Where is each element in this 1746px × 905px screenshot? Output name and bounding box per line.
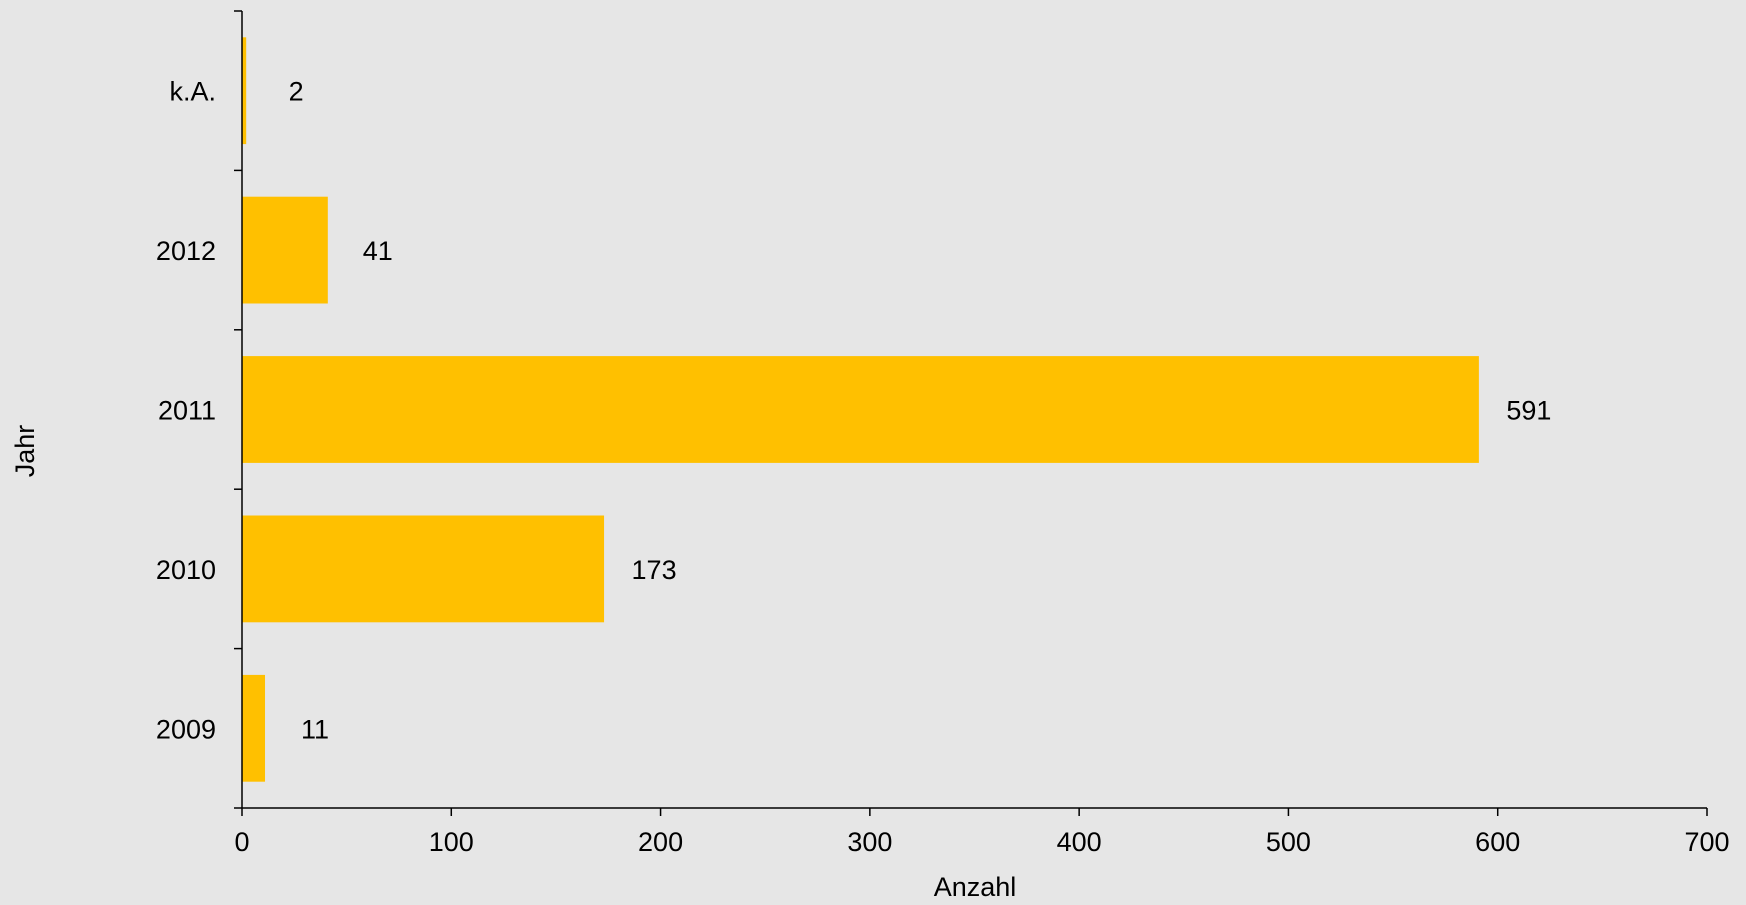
y-tick-label-k-a: k.A.: [169, 77, 216, 107]
data-label-2010: 173: [632, 555, 677, 585]
x-tick-label-400: 400: [1057, 827, 1102, 857]
x-tick-label-100: 100: [429, 827, 474, 857]
bar-2009: [242, 674, 266, 782]
y-axis-title: Jahr: [10, 425, 40, 478]
data-label-k-a: 2: [289, 77, 304, 107]
x-axis-title: Anzahl: [934, 872, 1017, 900]
axes-layer: [234, 10, 1708, 816]
data-label-2011: 591: [1506, 396, 1551, 426]
labels-layer: 2009 11 2010 173 2011 591 2012 41 k.A. 2 0 100 200 30…: [156, 77, 1730, 857]
x-tick-label-0: 0: [234, 827, 249, 857]
bar-2012: [242, 196, 328, 304]
bar-2011: [242, 356, 1479, 463]
y-tick-label-2009: 2009: [156, 714, 216, 744]
x-tick-label-300: 300: [847, 827, 892, 857]
x-tick-label-200: 200: [638, 827, 683, 857]
bar-2010: [242, 515, 605, 623]
x-tick-label-500: 500: [1266, 827, 1311, 857]
y-tick-label-2011: 2011: [158, 396, 216, 426]
data-label-2012: 41: [363, 236, 393, 266]
bar-k-a: [242, 37, 247, 145]
x-tick-label-700: 700: [1684, 827, 1729, 857]
data-label-2009: 11: [301, 714, 329, 744]
bars-layer: [242, 37, 1479, 782]
y-tick-label-2010: 2010: [156, 555, 216, 585]
x-tick-label-600: 600: [1475, 827, 1520, 857]
y-tick-label-2012: 2012: [156, 236, 216, 266]
